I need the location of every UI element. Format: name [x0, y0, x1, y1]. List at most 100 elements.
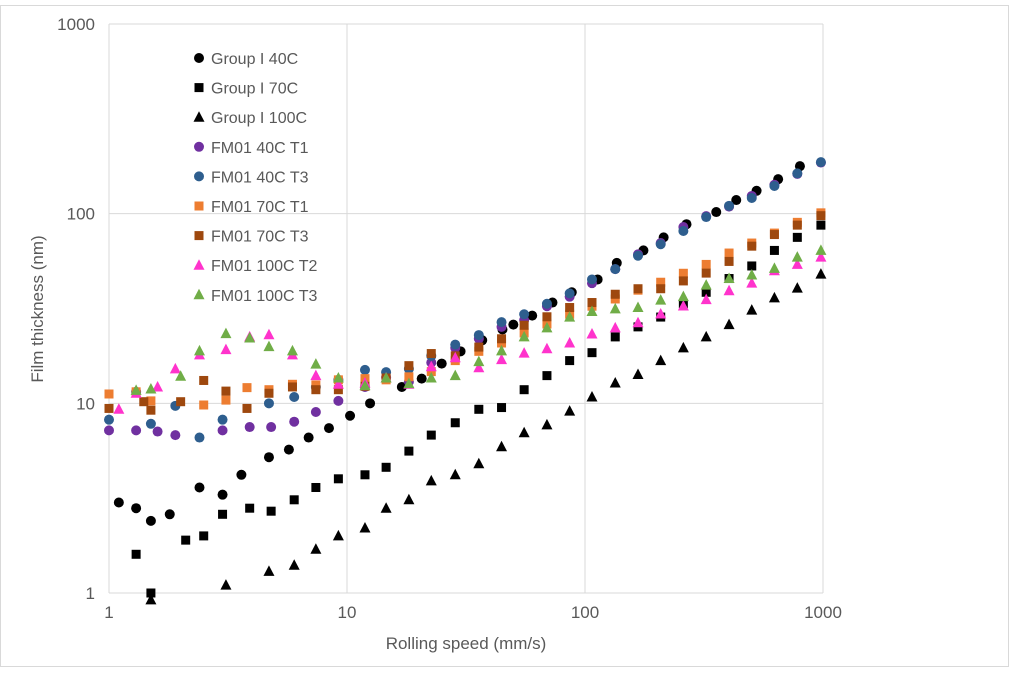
chart-border: [0, 5, 1009, 667]
data-markers: [104, 157, 827, 605]
data-point: [816, 211, 826, 221]
data-point: [360, 470, 370, 480]
data-point: [403, 377, 415, 389]
data-point: [610, 294, 620, 304]
legend-label: FM01 70C T1: [211, 199, 309, 216]
data-point: [286, 344, 298, 356]
legend-marker: [193, 111, 205, 122]
data-point: [610, 332, 620, 342]
data-point: [746, 268, 758, 280]
data-point: [541, 298, 552, 309]
data-point: [508, 319, 519, 330]
data-point: [518, 347, 530, 358]
data-point: [677, 341, 689, 353]
data-point: [131, 503, 142, 514]
data-point: [519, 385, 529, 395]
data-point: [541, 418, 553, 430]
data-point: [497, 334, 507, 344]
data-point: [221, 395, 231, 405]
data-point: [497, 403, 507, 413]
data-point: [199, 400, 209, 410]
data-point: [404, 372, 414, 382]
data-point: [104, 425, 114, 436]
data-point: [724, 256, 734, 266]
data-point: [496, 344, 508, 356]
legend-marker: [193, 288, 205, 300]
data-point: [426, 367, 436, 377]
data-point: [263, 340, 275, 352]
data-point: [404, 446, 414, 456]
data-point: [139, 397, 149, 407]
data-point: [564, 405, 576, 416]
x-axis-title: Rolling speed (mm/s): [386, 634, 547, 653]
data-point: [542, 371, 552, 381]
data-point: [769, 245, 779, 255]
data-point: [403, 493, 415, 505]
data-point: [519, 309, 530, 320]
data-point: [769, 180, 780, 191]
legend-marker: [194, 231, 204, 241]
data-point: [586, 328, 598, 339]
series-6: [104, 211, 826, 415]
legend-marker: [193, 259, 205, 270]
data-point: [791, 251, 803, 262]
data-point: [146, 588, 156, 598]
data-point: [449, 468, 461, 480]
data-point: [677, 290, 689, 302]
x-tick-label: 10: [338, 603, 357, 622]
y-tick-label: 10: [76, 394, 95, 413]
data-point: [473, 361, 485, 373]
data-point: [289, 495, 299, 505]
data-point: [220, 327, 232, 339]
data-point: [311, 380, 321, 390]
data-point: [609, 376, 621, 388]
legend-marker: [194, 171, 204, 182]
data-point: [244, 332, 256, 343]
data-point: [632, 316, 644, 328]
data-point: [632, 368, 644, 379]
data-point: [746, 192, 757, 203]
data-point: [220, 579, 232, 590]
data-point: [264, 388, 274, 398]
data-point: [527, 310, 538, 321]
legend-entry: FM01 70C T3: [194, 229, 309, 246]
data-point: [152, 426, 163, 437]
data-point: [365, 398, 376, 409]
data-point: [632, 301, 644, 313]
legend-label: Group I 70C: [211, 81, 298, 98]
data-point: [711, 207, 722, 218]
data-point: [176, 397, 186, 407]
data-point: [425, 474, 437, 486]
legend-label: FM01 100C T2: [211, 258, 318, 275]
data-point: [310, 543, 322, 554]
data-point: [426, 349, 436, 359]
data-point: [816, 220, 826, 230]
data-point: [303, 432, 314, 443]
data-point: [218, 509, 228, 519]
data-point: [169, 362, 181, 374]
data-point: [724, 200, 735, 211]
data-point: [449, 351, 461, 363]
x-tick-label: 1: [104, 603, 113, 622]
data-point: [701, 212, 712, 223]
data-point: [199, 375, 209, 385]
data-point: [164, 509, 175, 520]
data-point: [768, 262, 780, 273]
data-point: [104, 414, 114, 425]
data-point: [220, 343, 232, 355]
data-point: [791, 258, 803, 269]
data-point: [565, 303, 575, 313]
data-point: [131, 425, 142, 436]
data-point: [194, 432, 205, 443]
data-point: [152, 380, 164, 392]
data-point: [146, 405, 156, 415]
data-point: [145, 418, 156, 429]
data-point: [473, 355, 485, 367]
data-point: [701, 268, 711, 278]
data-point: [436, 358, 447, 369]
data-point: [263, 565, 275, 576]
data-point: [700, 279, 712, 290]
data-point: [425, 372, 437, 383]
legend-entry: Group I 40C: [194, 51, 298, 68]
